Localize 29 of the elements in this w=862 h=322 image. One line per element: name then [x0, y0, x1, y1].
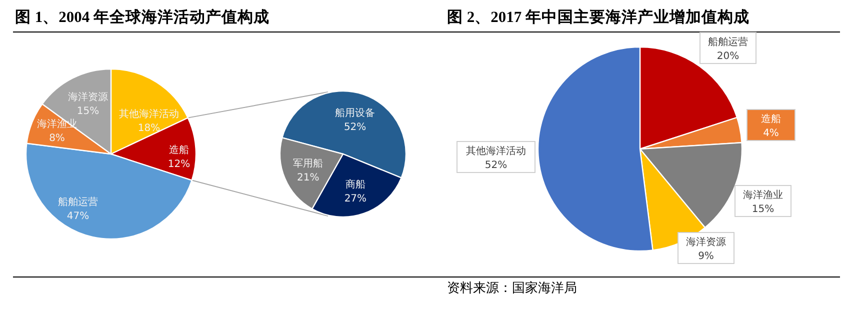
- slice-label: 海洋资源: [686, 236, 726, 248]
- slice-label: 其他海洋活动: [119, 108, 179, 120]
- data-label: 9%: [698, 251, 714, 262]
- data-label: 52%: [344, 122, 366, 134]
- data-label: 18%: [138, 123, 160, 134]
- data-label: 8%: [49, 133, 65, 144]
- slice-label: 海洋渔业: [37, 118, 77, 130]
- slice-label: 船舶运营: [708, 36, 748, 48]
- text: 资料来源：国家海洋局: [447, 280, 577, 295]
- slice-label: 海洋渔业: [743, 189, 783, 201]
- slice-label: 海洋资源: [68, 91, 108, 103]
- chart-title: 图 2、2017 年中国主要海洋产业增加值构成: [447, 7, 750, 26]
- slice-label: 商船: [345, 178, 366, 191]
- data-label: 4%: [763, 128, 779, 139]
- slice-label: 船舶运营: [58, 196, 98, 208]
- data-label: 20%: [716, 51, 740, 62]
- data-label: 21%: [297, 172, 320, 184]
- slice-label: 造船: [761, 113, 781, 125]
- slice-label: 船用设备: [335, 107, 376, 120]
- chart-title: 图 1、2004 年全球海洋活动产值构成: [15, 8, 270, 26]
- data-label: 15%: [76, 106, 100, 117]
- data-label: 52%: [484, 160, 508, 171]
- data-label: 15%: [752, 204, 774, 215]
- slice-label: 造船: [169, 144, 189, 156]
- slice-label: 军用船: [293, 158, 324, 170]
- data-label: 27%: [344, 194, 367, 205]
- data-label: 47%: [66, 211, 90, 222]
- slice-label: 其他海洋活动: [466, 145, 526, 157]
- data-label: 12%: [168, 159, 190, 170]
